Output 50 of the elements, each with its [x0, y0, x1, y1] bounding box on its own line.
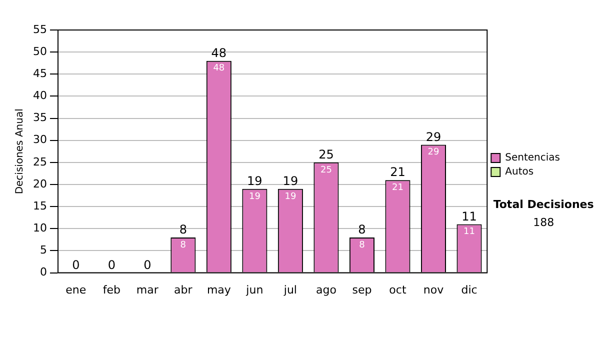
total-label: 21 [390, 165, 406, 180]
y-tick-label: 35 [32, 111, 47, 124]
x-tick-label: ago [316, 283, 337, 296]
y-tick-label: 30 [32, 133, 47, 146]
y-tick-label: 0 [40, 266, 47, 279]
y-tick-label: 5 [40, 244, 47, 257]
total-label: 19 [282, 174, 298, 188]
y-tick-label: 15 [32, 199, 47, 212]
total-label: 48 [211, 46, 227, 60]
x-tick-label: ene [66, 283, 86, 296]
text: Total Decisiones [493, 198, 594, 211]
data-label: 19 [248, 192, 261, 202]
data-label: 8 [180, 240, 186, 250]
x-tick-label: sep [352, 283, 372, 296]
data-label: 19 [284, 192, 296, 202]
total-label: 8 [179, 222, 187, 237]
y-tick-label: 25 [32, 155, 47, 168]
y-tick-label: 45 [32, 67, 47, 80]
x-tick-label: dic [461, 283, 478, 296]
y-tick-label: 20 [32, 177, 47, 190]
text: 188 [533, 216, 554, 229]
y-tick-label: 50 [32, 44, 47, 58]
y-tick-label: 55 [32, 22, 47, 36]
x-tick-label: mar [136, 283, 159, 296]
data-label: 11 [464, 227, 475, 238]
total-label: 29 [426, 130, 442, 144]
data-label: 48 [213, 64, 225, 74]
y-tick-label: 10 [32, 222, 47, 235]
total-label: 0 [72, 258, 80, 272]
total-label: 25 [318, 148, 334, 162]
x-tick-label: feb [102, 283, 120, 296]
x-tick-label: nov [423, 283, 444, 296]
x-tick-label: abr [174, 283, 193, 296]
data-label: 21 [392, 182, 404, 193]
y-tick-label: 40 [32, 89, 47, 102]
total-label: 0 [108, 258, 116, 272]
x-tick-label: oct [389, 283, 407, 296]
x-tick-label: jul [282, 283, 297, 296]
data-label: 8 [359, 240, 366, 250]
total-label: 11 [462, 209, 477, 224]
data-label: 29 [428, 148, 440, 158]
total-label: 19 [247, 174, 262, 188]
x-tick-label: jun [245, 283, 264, 296]
data-label: 25 [320, 165, 332, 176]
x-tick-label: may [206, 283, 232, 296]
legend-label: Sentencias [505, 152, 560, 164]
total-label: 0 [144, 258, 152, 272]
total-label: 8 [358, 222, 366, 237]
y-axis-title: Decisiones Anual [14, 108, 26, 194]
legend-label: Autos [505, 166, 534, 178]
